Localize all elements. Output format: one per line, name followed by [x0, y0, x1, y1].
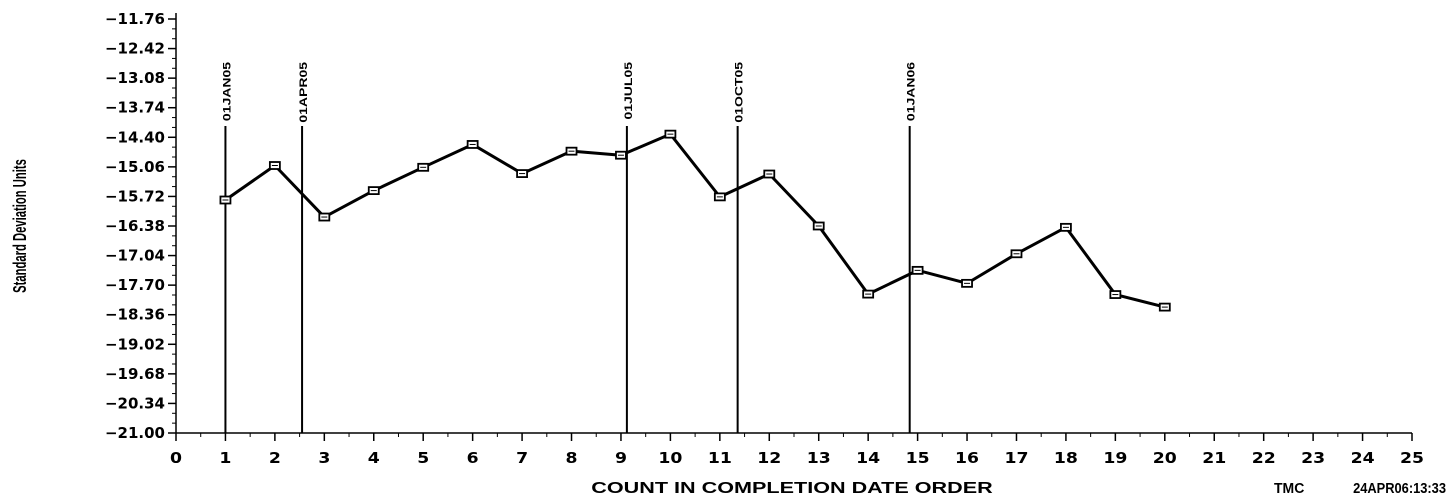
x-tick-label: 10 — [658, 449, 682, 467]
y-tick-label: −16.38 — [105, 217, 165, 235]
x-tick-label: 0 — [170, 449, 182, 467]
footer-left-text: TMC — [1274, 481, 1304, 496]
reference-line-label: 01JAN05 — [221, 62, 233, 121]
x-axis-ticks: 0 1 2 3 4 5 6 7 8 9 10 11 12 13 14 15 16 17 18 19 20 21 22 23 24… — [170, 433, 1424, 467]
x-tick-label: 7 — [516, 449, 528, 467]
x-tick-label: 24 — [1351, 449, 1375, 467]
footer-timestamp: 24APR06:13:33 — [1353, 479, 1446, 496]
x-tick-label: 3 — [318, 449, 330, 467]
x-tick-label: 15 — [906, 449, 930, 467]
y-tick-label: −20.34 — [105, 394, 165, 412]
y-tick-label: −11.76 — [105, 10, 165, 28]
x-tick-label: 1 — [219, 449, 231, 467]
x-tick-label: 11 — [708, 449, 732, 467]
x-tick-label: 13 — [807, 449, 831, 467]
y-tick-label: −14.40 — [105, 128, 165, 146]
y-tick-label: −18.36 — [105, 306, 165, 324]
x-tick-label: 5 — [417, 449, 429, 467]
reference-line-label: 01APR05 — [297, 62, 309, 123]
reference-line-label: 01JUL05 — [622, 62, 634, 120]
y-axis-ticks: −11.76 −12.42 −13.08 −13.74 −14.40 −15.06 −15.… — [105, 10, 176, 442]
data-series — [219, 129, 1171, 312]
y-tick-label: −15.72 — [105, 187, 165, 205]
y-tick-label: −21.00 — [105, 424, 165, 442]
x-tick-label: 21 — [1202, 449, 1226, 467]
x-tick-label: 4 — [368, 449, 380, 467]
x-tick-label: 22 — [1252, 449, 1276, 467]
x-tick-label: 8 — [566, 449, 578, 467]
y-tick-label: −19.02 — [105, 335, 165, 353]
y-tick-label: −17.04 — [105, 247, 165, 265]
x-tick-label: 19 — [1103, 449, 1127, 467]
y-tick-label: −13.08 — [105, 69, 165, 87]
x-tick-label: 12 — [757, 449, 781, 467]
x-tick-label: 9 — [615, 449, 627, 467]
x-tick-label: 2 — [269, 449, 281, 467]
reference-line-label: 01JAN06 — [905, 62, 917, 121]
x-tick-label: 17 — [1004, 449, 1028, 467]
x-tick-label: 16 — [955, 449, 979, 467]
reference-line-label: 01OCT05 — [733, 62, 745, 123]
y-axis-title: Standard Deviation Units — [10, 159, 31, 293]
x-tick-label: 20 — [1153, 449, 1177, 467]
y-tick-label: −17.70 — [105, 276, 165, 294]
reference-lines: 01JAN05 01APR05 01JUL05 01OCT05 01JAN06 — [221, 62, 917, 433]
x-tick-label: 25 — [1400, 449, 1424, 467]
y-tick-label: −12.42 — [105, 40, 165, 58]
x-axis-title: COUNT IN COMPLETION DATE ORDER — [591, 480, 993, 496]
y-tick-label: −13.74 — [105, 99, 165, 117]
y-tick-label: −15.06 — [105, 158, 165, 176]
x-tick-label: 14 — [856, 449, 880, 467]
x-tick-label: 18 — [1054, 449, 1078, 467]
x-tick-label: 6 — [467, 449, 479, 467]
y-tick-label: −19.68 — [105, 365, 165, 383]
x-tick-label: 23 — [1301, 449, 1325, 467]
series-line — [224, 132, 1166, 309]
